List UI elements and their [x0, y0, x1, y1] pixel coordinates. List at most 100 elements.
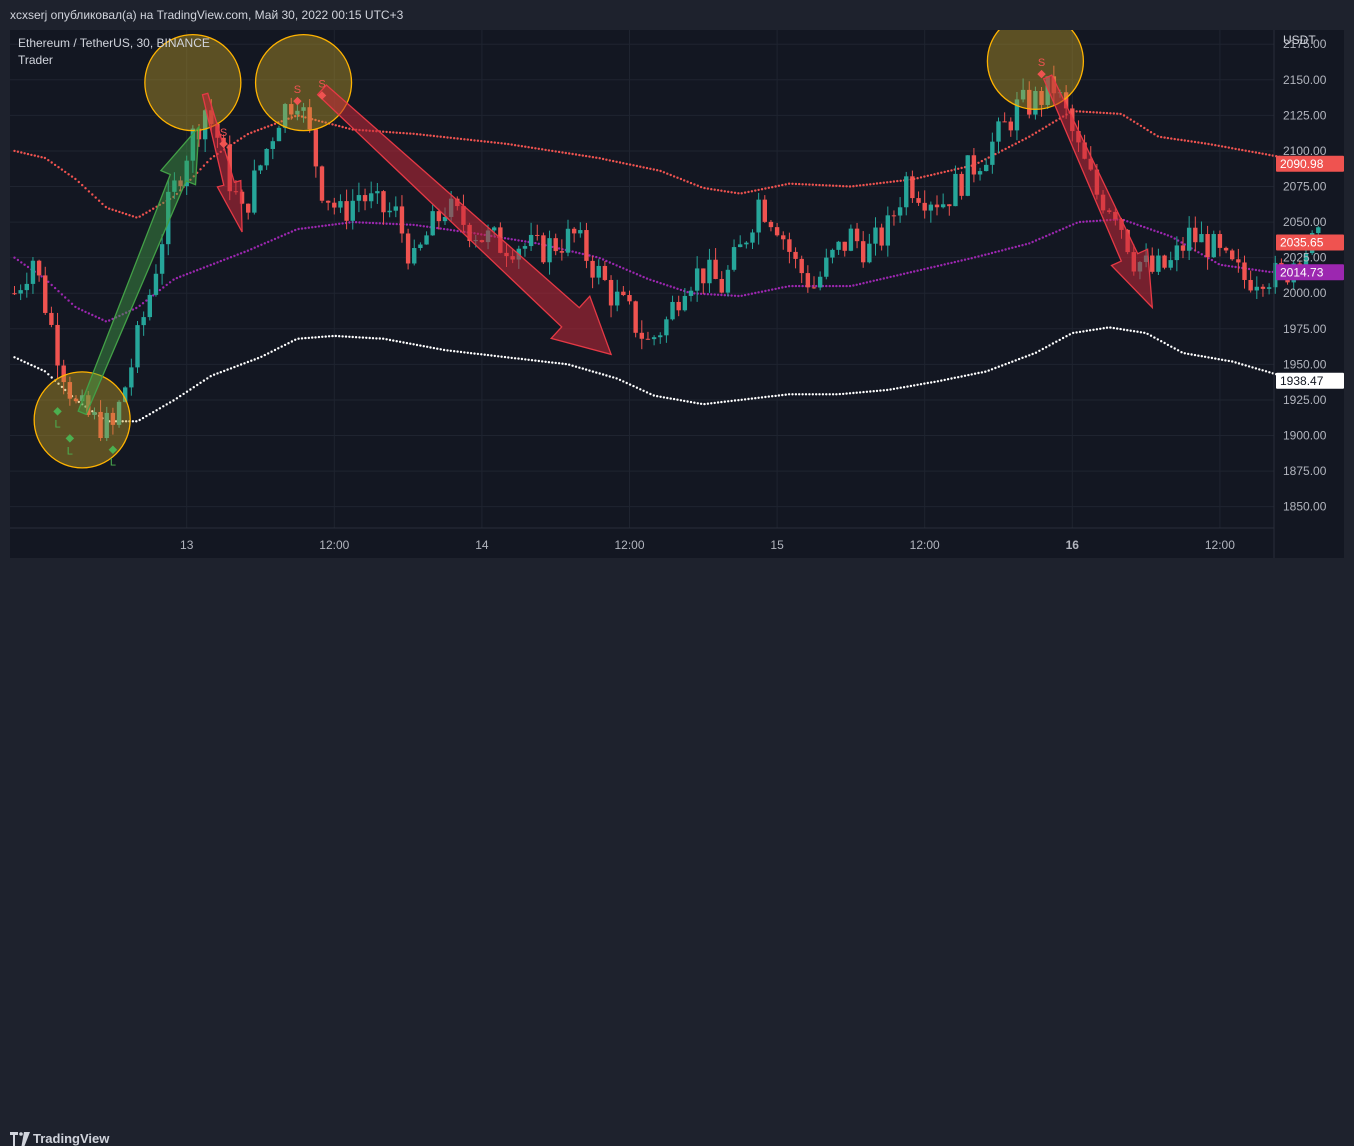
upper-band-dot — [811, 183, 814, 186]
middle-band-dot — [838, 284, 841, 288]
middle-band-dot — [537, 242, 540, 245]
upper-band-dot — [202, 164, 206, 167]
lower-band-dot — [815, 393, 818, 396]
upper-band-dot — [720, 189, 723, 192]
candle-down — [535, 234, 540, 236]
lower-band-dot — [852, 391, 855, 395]
price-label-box — [1276, 234, 1344, 251]
candle-down — [608, 279, 614, 306]
middle-band-dot — [324, 224, 327, 227]
middle-band-dot — [250, 248, 253, 251]
upper-band-dot — [994, 152, 997, 156]
upper-band-dot — [781, 183, 784, 187]
middle-band-dot — [662, 283, 666, 286]
upper-band-dot — [1024, 137, 1028, 140]
upper-band-dot — [1207, 142, 1210, 146]
middle-band-dot — [889, 275, 892, 279]
price-chart[interactable]: L L L S S S S 2175.00 2150.00 2125.00 2100.00 2075… — [10, 30, 1344, 558]
indicator-legend[interactable]: Trader — [18, 53, 53, 67]
candle-down — [381, 191, 386, 213]
candle-up — [295, 110, 300, 115]
middle-band-dot — [882, 277, 885, 280]
lower-band-dot — [267, 352, 270, 355]
upper-band-dot — [561, 151, 564, 154]
lower-band-dot — [273, 348, 277, 352]
symbol-legend[interactable]: Ethereum / TetherUS, 30, BINANCE — [18, 36, 210, 50]
candle-down — [1217, 234, 1223, 248]
lower-band-dot — [713, 401, 716, 405]
middle-band-dot — [77, 307, 81, 310]
candle-up — [984, 164, 989, 172]
candle-down — [916, 198, 921, 203]
candle-up — [258, 165, 263, 171]
lower-band-dot — [946, 378, 950, 381]
middle-band-dot — [747, 293, 750, 296]
upper-band-dot — [497, 141, 500, 145]
lower-band-dot — [754, 397, 757, 400]
candle-up — [282, 104, 288, 128]
upper-band-dot — [111, 208, 114, 211]
upper-band-dot — [892, 180, 896, 183]
upper-band-dot — [1099, 111, 1102, 114]
lower-band-dot — [622, 380, 625, 383]
lower-band-dot — [662, 396, 666, 399]
lower-band-dot — [798, 393, 801, 396]
middle-band-dot — [801, 284, 804, 288]
upper-band-dot — [20, 151, 23, 154]
upper-band-dot — [324, 121, 327, 124]
candle-up — [738, 244, 743, 248]
candle-down — [1193, 227, 1198, 243]
lower-band-dot — [155, 409, 158, 412]
upper-band-dot — [67, 173, 70, 176]
upper-band-dot — [1166, 136, 1170, 140]
upper-band-dot — [764, 187, 767, 190]
candle-up — [276, 127, 282, 142]
lower-band-dot — [1088, 329, 1092, 332]
lower-band-dot — [148, 413, 151, 416]
candle-up — [1273, 262, 1278, 288]
chart-pane[interactable]: L L L S S S S 2175.00 2150.00 2125.00 2100.00 2075… — [10, 30, 1344, 558]
upper-band-dot — [727, 190, 730, 193]
lower-band-dot — [382, 337, 385, 340]
lower-band-dot — [91, 410, 94, 413]
candle-down — [67, 382, 73, 399]
lower-band-dot — [473, 352, 476, 355]
upper-band-dot — [304, 116, 307, 119]
lower-band-dot — [696, 402, 699, 405]
lower-band-dot — [229, 367, 233, 370]
middle-band-dot — [297, 227, 300, 231]
middle-band-dot — [60, 293, 64, 296]
candle-down — [627, 295, 632, 302]
lower-band-dot — [656, 395, 659, 398]
candle-up — [147, 294, 152, 318]
upper-band-dot — [899, 179, 902, 182]
upper-band-dot — [199, 168, 202, 171]
upper-band-dot — [40, 156, 43, 159]
tradingview-logo-icon[interactable] — [10, 1132, 30, 1146]
middle-band-dot — [20, 261, 23, 264]
upper-band-dot — [1247, 150, 1251, 153]
candle-up — [252, 170, 257, 213]
middle-band-dot — [1065, 226, 1068, 229]
upper-band-dot — [588, 155, 591, 158]
middle-band-dot — [1149, 228, 1153, 231]
lower-band-dot — [1258, 368, 1261, 371]
middle-band-dot — [625, 268, 628, 271]
upper-band-dot — [476, 139, 480, 142]
middle-band-dot — [358, 221, 361, 224]
candle-down — [332, 202, 337, 208]
middle-band-dot — [179, 275, 182, 278]
lower-band-dot — [781, 393, 784, 397]
upper-band-dot — [554, 150, 557, 153]
brand-name[interactable]: TradingView — [33, 1131, 110, 1146]
middle-band-dot — [1153, 229, 1156, 232]
middle-band-dot — [1143, 225, 1146, 229]
candle-down — [344, 201, 349, 221]
middle-band-dot — [598, 256, 601, 260]
lower-band-dot — [1136, 330, 1139, 333]
middle-band-dot — [1217, 262, 1220, 266]
middle-band-dot — [47, 280, 50, 283]
candle-up — [1316, 227, 1321, 234]
candle-up — [848, 228, 854, 251]
lower-band-dot — [1251, 366, 1254, 369]
